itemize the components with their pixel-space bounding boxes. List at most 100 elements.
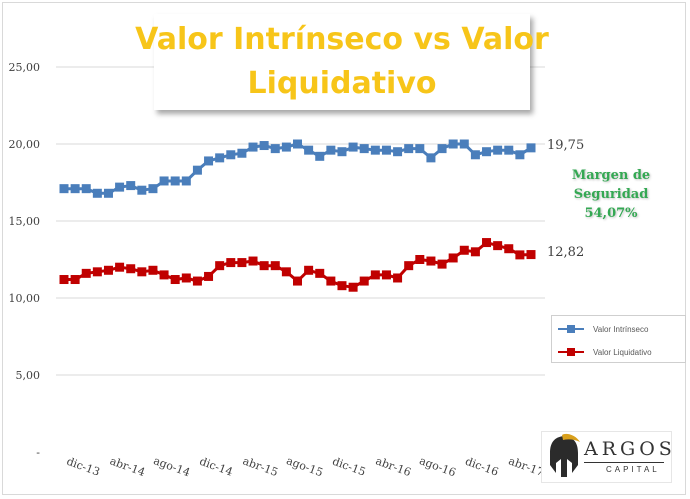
data-point [315,268,325,278]
data-point [70,275,80,285]
data-point [493,145,503,155]
data-point [215,153,225,163]
data-point [437,144,447,154]
data-point [159,176,169,186]
data-point [270,261,280,271]
data-point [148,265,158,275]
data-point [148,184,158,194]
data-point [192,276,202,286]
data-point [381,270,391,280]
data-point [115,262,125,272]
y-tick-label: 5,00 [16,369,41,382]
data-point [448,139,458,149]
logo-subtitle: CAPITAL [606,465,660,474]
annotation-value: 54,07% [584,206,638,221]
x-tick-label: dic-14 [198,455,235,479]
series-liquidative [59,238,536,292]
data-point [59,184,69,194]
data-point [404,261,414,271]
legend-swatch-intrinsic [558,322,584,336]
x-tick-label: abr-15 [241,454,280,479]
y-tick-label: - [36,446,40,459]
data-point [59,275,69,285]
data-point [348,282,358,292]
x-tick-label: dic-13 [65,455,102,479]
y-tick-label: 25,00 [9,61,41,74]
logo-divider [584,462,664,463]
chart-title-box: Valor Intrínseco vs Valor Liquidativo [135,14,549,110]
data-point [393,273,403,283]
data-point [526,143,536,153]
x-tick-label: abr-17 [507,454,546,479]
chart-legend: Valor Intrínseco Valor Liquidativo [551,315,686,363]
data-point [237,148,247,158]
intrinsic-end-label: 19,75 [547,138,585,153]
y-tick-label: 10,00 [9,292,41,305]
data-point [504,244,514,254]
data-point [126,264,136,274]
data-point [248,142,258,152]
safety-margin-annotation: Margen de Seguridad 54,07% [556,166,666,223]
data-point [115,182,125,192]
data-point [226,258,236,268]
data-point [204,271,214,281]
data-point [415,255,425,264]
data-point [337,281,347,291]
x-tick-label: ago-16 [418,454,458,479]
data-point [137,185,147,195]
data-point [393,147,403,157]
data-point [204,156,214,166]
gridlines [56,66,545,376]
data-point [137,267,147,277]
legend-swatch-liquidative [558,345,584,359]
data-point [159,270,169,280]
data-point [426,256,436,266]
data-point [81,268,91,278]
data-point [304,145,314,155]
spartan-helmet-icon [550,433,580,477]
data-point [459,139,469,149]
chart-title-line-2: Liquidativo [247,66,437,101]
data-point [515,150,525,160]
data-point [437,259,447,269]
data-point [126,181,136,191]
annotation-line-2: Seguridad [573,187,649,202]
data-point [237,258,247,268]
data-point [170,275,180,285]
data-point [459,245,469,255]
data-point [370,145,380,155]
data-point [359,276,369,286]
liquidative-end-label: 12,82 [547,245,585,260]
annotation-line-1: Margen de [571,168,651,183]
data-point [426,153,436,163]
data-point [526,250,536,260]
data-point [170,176,180,186]
logo-name: ARGOS [584,438,676,460]
data-point [326,145,336,155]
data-point [92,267,102,277]
data-point [370,270,380,280]
data-point [248,256,258,266]
data-point [281,142,291,152]
data-point [70,184,80,194]
data-point [482,238,492,248]
data-point [315,151,325,161]
legend-label-intrinsic: Valor Intrínseco [593,324,649,334]
data-point [470,247,480,257]
data-point [337,147,347,157]
x-tick-label: dic-15 [331,455,368,479]
x-tick-label: abr-14 [108,454,147,479]
argos-capital-logo: ARGOS CAPITAL [541,431,672,483]
data-point [92,188,102,198]
y-tick-label: 15,00 [9,215,41,228]
data-point [259,141,269,151]
data-point [404,144,414,154]
data-point [415,144,425,154]
chart-title-line-1: Valor Intrínseco vs Valor [135,22,549,57]
data-point [482,147,492,157]
data-point [181,176,191,186]
legend-label-liquidative: Valor Liquidativo [593,347,652,357]
data-point [381,145,391,155]
data-point [326,276,336,286]
